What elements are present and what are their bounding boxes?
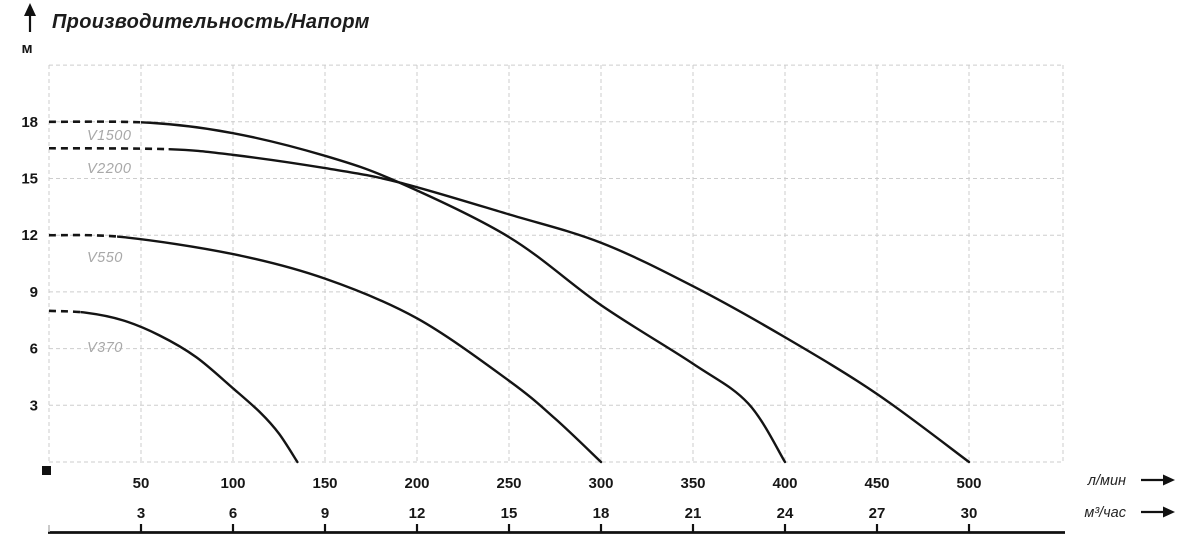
x-tick-label-lmin-450: 450 (864, 475, 889, 492)
y-tick-label-18: 18 (21, 114, 38, 131)
header: Производительность/Напорм м (21, 3, 369, 57)
x-axis-units: л/мин м³/час (1084, 473, 1175, 521)
curves (48, 120, 971, 464)
pump-curve-V550 (117, 235, 603, 464)
origin-marker (42, 466, 51, 475)
x-tick-label-m3h-18: 18 (593, 505, 610, 522)
grid (48, 64, 1064, 463)
x-axis-m3h-arrow-icon (1141, 506, 1175, 518)
chart-title: Производительность/Напорм (52, 11, 370, 33)
x-tick-label-lmin-350: 350 (680, 475, 705, 492)
x-tick-label-m3h-21: 21 (685, 505, 702, 522)
x-tick-label-lmin-400: 400 (772, 475, 797, 492)
x-tick-label-m3h-12: 12 (409, 505, 426, 522)
bottom-axis (48, 524, 1065, 534)
pump-curve-V370 (80, 310, 299, 464)
x-axis-unit-lmin: л/мин (1087, 473, 1126, 489)
axis-labels: V1500 V2200 V550 V370 3 6 9 12 15 18 50 100 150 200 25… (21, 114, 981, 522)
y-tick-label-12: 12 (21, 227, 38, 244)
y-tick-label-9: 9 (30, 284, 38, 301)
series-label-V550: V550 (87, 250, 123, 266)
x-tick-label-m3h-3: 3 (137, 505, 145, 522)
x-tick-label-m3h-6: 6 (229, 505, 237, 522)
x-tick-label-lmin-50: 50 (133, 475, 150, 492)
x-axis-lmin-arrow-icon (1141, 474, 1175, 486)
series-label-V370: V370 (87, 340, 123, 356)
series-label-V2200: V2200 (87, 161, 131, 177)
pump-curve-dashed-V370 (48, 309, 81, 314)
x-axis-unit-m3h: м³/час (1084, 505, 1126, 521)
y-tick-label-15: 15 (21, 171, 38, 188)
y-axis-unit: м (21, 40, 32, 57)
x-tick-label-lmin-100: 100 (220, 475, 245, 492)
x-tick-label-lmin-250: 250 (496, 475, 521, 492)
x-tick-label-lmin-500: 500 (956, 475, 981, 492)
y-tick-label-6: 6 (30, 341, 38, 358)
y-tick-label-3: 3 (30, 397, 38, 414)
pump-curve-V1500 (141, 121, 787, 464)
x-tick-label-m3h-30: 30 (961, 505, 978, 522)
x-axis-lmin-arrow-head (1163, 474, 1175, 486)
x-tick-label-m3h-27: 27 (869, 505, 886, 522)
series-label-V1500: V1500 (87, 128, 131, 144)
x-tick-label-m3h-9: 9 (321, 505, 329, 522)
x-tick-label-m3h-15: 15 (501, 505, 518, 522)
x-tick-label-m3h-24: 24 (777, 505, 794, 522)
y-axis-arrow-icon (24, 3, 36, 32)
x-tick-label-lmin-150: 150 (312, 475, 337, 492)
pump-curve-V2200 (168, 148, 971, 464)
x-tick-label-lmin-200: 200 (404, 475, 429, 492)
x-tick-label-lmin-300: 300 (588, 475, 613, 492)
y-axis-arrow-head (24, 3, 36, 16)
x-axis-m3h-arrow-head (1163, 506, 1175, 518)
